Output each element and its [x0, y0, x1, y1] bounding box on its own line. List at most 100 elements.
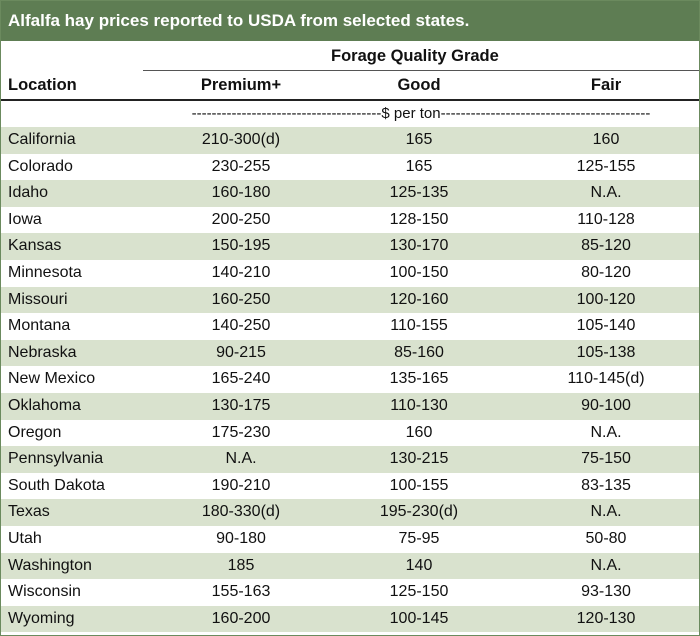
- unit-row: --------------------------------------$ …: [1, 101, 699, 127]
- good-cell: 75-95: [398, 529, 440, 547]
- premium-cell: 130-175: [211, 396, 271, 414]
- good-cell: 85-160: [394, 343, 444, 361]
- premium-cell: 90-180: [216, 529, 266, 547]
- table-row: Idaho 160-180 125-135 N.A.: [1, 180, 699, 207]
- location-cell: Texas: [8, 503, 50, 521]
- premium-cell: 230-255: [211, 157, 271, 175]
- location-cell: Montana: [8, 317, 71, 335]
- fair-cell: 120-130: [576, 609, 636, 627]
- location-cell: California: [8, 131, 76, 148]
- fair-cell: 80-120: [581, 263, 631, 281]
- location-cell: Kansas: [8, 237, 62, 255]
- fair-cell: 83-135: [581, 476, 631, 494]
- good-cell: 140: [405, 556, 433, 574]
- fair-cell: 110-145(d): [567, 370, 645, 388]
- fair-cell: N.A.: [590, 423, 622, 441]
- table-row: Oklahoma 130-175 110-130 90-100: [1, 392, 699, 420]
- table-row: California 210-300(d) 165 160: [1, 127, 699, 154]
- premium-cell: 165-240: [211, 370, 271, 388]
- fair-cell: N.A.: [590, 503, 622, 521]
- good-header: Good: [397, 76, 441, 94]
- table-body: California 210-300(d) 165 160 Colorado 230-25…: [1, 127, 699, 633]
- fair-header: Fair: [590, 76, 622, 94]
- premium-cell: N.A.: [225, 450, 257, 468]
- good-cell: 130-170: [389, 237, 449, 255]
- good-cell: 110-155: [390, 317, 448, 335]
- premium-cell: 200-250: [211, 210, 271, 228]
- table-row: Missouri 160-250 120-160 100-120: [1, 286, 699, 314]
- location-cell: Iowa: [8, 210, 42, 228]
- good-cell: 100-145: [389, 609, 449, 627]
- premium-cell: 90-215: [216, 343, 266, 361]
- fair-cell: 160: [592, 131, 620, 148]
- location-cell: Wyoming: [8, 609, 75, 627]
- good-cell: 135-165: [389, 370, 449, 388]
- location-cell: Wisconsin: [8, 583, 81, 601]
- premium-cell: 185: [227, 556, 255, 574]
- fair-cell: N.A.: [590, 184, 622, 202]
- good-cell: 125-135: [389, 184, 449, 202]
- fair-cell: 90-100: [581, 396, 631, 414]
- location-cell: South Dakota: [8, 476, 105, 494]
- fair-cell: 125-155: [576, 157, 636, 175]
- good-cell: 165: [405, 131, 433, 148]
- table-row: Wisconsin 155-163 125-150 93-130: [1, 579, 699, 606]
- good-cell: 100-155: [389, 476, 449, 494]
- table-row: Utah 90-180 75-95 50-80: [1, 526, 699, 553]
- premium-cell: 160-250: [211, 290, 271, 308]
- premium-cell: 180-330(d): [201, 503, 281, 521]
- premium-cell: 160-200: [211, 609, 271, 627]
- fair-cell: 93-130: [581, 583, 631, 601]
- location-cell: Idaho: [8, 184, 49, 202]
- location-cell: Washington: [8, 556, 92, 574]
- fair-cell: 50-80: [585, 529, 627, 547]
- table-row: Wyoming 160-200 100-145 120-130: [1, 605, 699, 633]
- location-cell: Nebraska: [8, 343, 77, 361]
- good-cell: 165: [405, 157, 433, 175]
- location-cell: Colorado: [8, 157, 73, 175]
- group-header-rule: [143, 70, 699, 71]
- good-cell: 100-150: [389, 263, 449, 281]
- fair-cell: 75-150: [581, 450, 631, 468]
- location-cell: Oregon: [8, 423, 62, 441]
- location-cell: New Mexico: [8, 370, 96, 388]
- header-rule: [1, 99, 699, 101]
- location-cell: Minnesota: [8, 263, 82, 281]
- table-row: New Mexico 165-240 135-165 110-145(d): [1, 366, 699, 393]
- fair-cell: 100-120: [576, 290, 636, 308]
- table-row: Oregon 175-230 160 N.A.: [1, 420, 699, 447]
- unit-label: --------------------------------------$ …: [191, 105, 651, 122]
- premium-header: Premium+: [200, 76, 282, 94]
- fair-cell: 110-128: [577, 210, 635, 228]
- table-row: South Dakota 190-210 100-155 83-135: [1, 473, 699, 500]
- location-cell: Pennsylvania: [8, 450, 104, 468]
- fair-cell: 105-140: [576, 317, 636, 335]
- good-cell: 128-150: [389, 210, 449, 228]
- forage-quality-grade-header: Forage Quality Grade: [331, 47, 499, 65]
- table-row: Texas 180-330(d) 195-230(d) N.A.: [1, 499, 699, 526]
- table-row: Minnesota 140-210 100-150 80-120: [1, 260, 699, 287]
- table-row: Pennsylvania N.A. 130-215 75-150: [1, 446, 699, 473]
- fair-cell: N.A.: [590, 556, 622, 574]
- location-cell: Utah: [8, 529, 42, 547]
- good-cell: 110-130: [390, 396, 448, 414]
- premium-cell: 190-210: [211, 476, 271, 494]
- fair-cell: 85-120: [581, 237, 631, 255]
- table-row: Colorado 230-255 165 125-155: [1, 154, 699, 181]
- table-row: Nebraska 90-215 85-160 105-138: [1, 339, 699, 367]
- good-cell: 125-150: [389, 583, 449, 601]
- premium-cell: 140-210: [211, 263, 271, 281]
- location-cell: Oklahoma: [8, 396, 81, 414]
- table-title: Alfalfa hay prices reported to USDA from…: [1, 1, 699, 41]
- good-cell: 120-160: [389, 290, 449, 308]
- premium-cell: 210-300(d): [201, 131, 281, 148]
- table-row: Washington 185 140 N.A.: [1, 552, 699, 580]
- location-cell: Missouri: [8, 290, 68, 308]
- table-row: Montana 140-250 110-155 105-140: [1, 313, 699, 340]
- table-row: Kansas 150-195 130-170 85-120: [1, 233, 699, 260]
- fair-cell: 105-138: [576, 343, 636, 361]
- premium-cell: 150-195: [211, 237, 271, 255]
- premium-cell: 140-250: [211, 317, 271, 335]
- good-cell: 130-215: [389, 450, 449, 468]
